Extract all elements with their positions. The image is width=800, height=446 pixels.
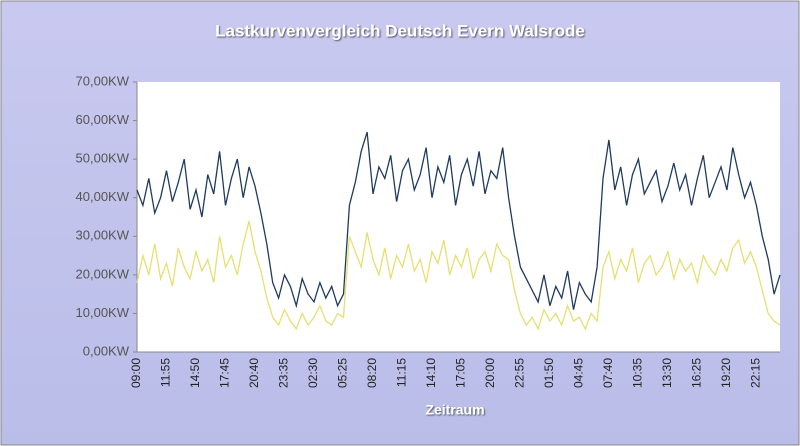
x-tick-label: 11:15 (395, 358, 409, 387)
series-line (136, 220, 781, 331)
x-tick-label: 05:25 (336, 358, 350, 388)
x-tick-label: 23:35 (277, 358, 291, 388)
y-tick-label: 70,00KW (76, 73, 130, 88)
x-tick-label: 08:20 (365, 358, 379, 388)
plot-area (137, 82, 780, 352)
x-tick-label: 07:40 (601, 358, 615, 388)
x-axis-title: Zeitraum (425, 402, 484, 418)
chart-title: Lastkurvenvergleich Deutsch Evern Walsro… (215, 21, 585, 40)
y-tick-label: 20,00KW (76, 266, 130, 281)
x-tick-label: 17:45 (218, 358, 232, 388)
y-tick-label: 50,00KW (76, 151, 130, 166)
x-tick-label: 20:40 (247, 358, 261, 388)
x-tick-label: 22:55 (513, 358, 527, 388)
x-tick-label: 19:20 (719, 358, 733, 388)
y-tick-label: 10,00KW (76, 305, 130, 320)
x-tick-label: 20:00 (483, 358, 497, 388)
y-tick-label: 60,00KW (76, 112, 130, 127)
x-tick-label: 04:45 (572, 358, 586, 388)
y-tick-label: 40,00KW (76, 189, 130, 204)
x-tick-label: 11:55 (159, 358, 173, 387)
x-tick-label: 13:30 (660, 358, 674, 388)
x-tick-label: 02:30 (306, 358, 320, 388)
x-tick-label: 09:00 (129, 358, 143, 388)
x-tick-label: 22:15 (749, 358, 763, 388)
y-tick-label: 30,00KW (76, 228, 130, 243)
x-tick-label: 14:10 (424, 358, 438, 388)
y-tick-label: 0,00KW (83, 343, 130, 358)
x-tick-label: 01:50 (542, 358, 556, 388)
x-tick-label: 17:05 (454, 358, 468, 388)
x-tick-label: 16:25 (690, 358, 704, 388)
x-tick-label: 14:50 (188, 358, 202, 388)
series-line (136, 131, 781, 310)
x-tick-label: 10:35 (631, 358, 645, 388)
